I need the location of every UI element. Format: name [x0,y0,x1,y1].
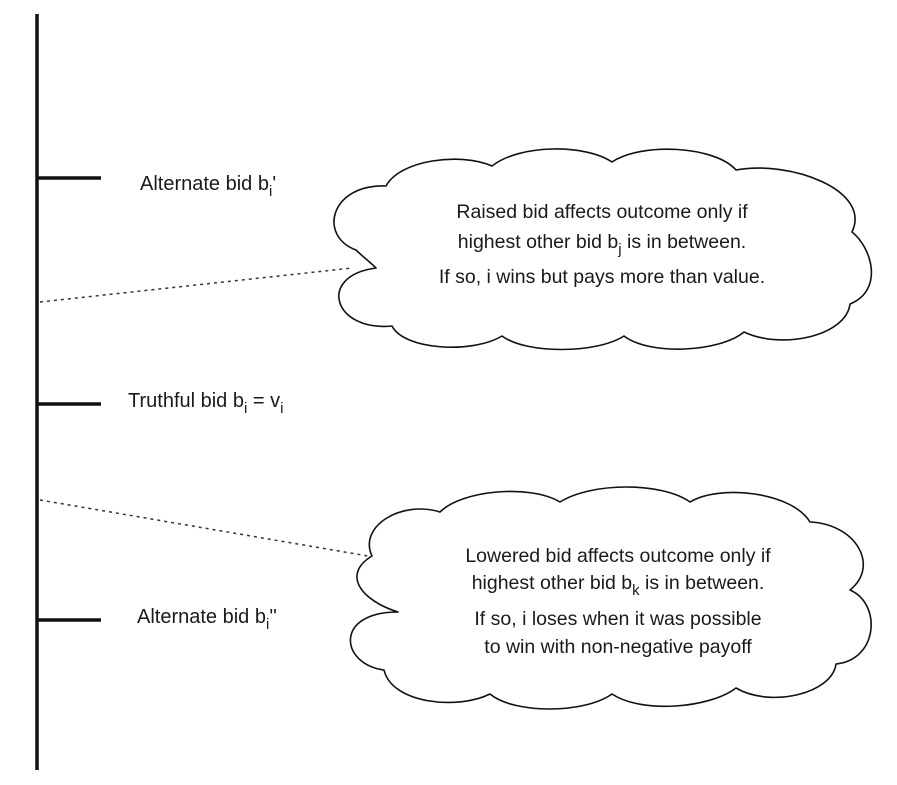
cloud-upper-line-1: Raised bid affects outcome only if [456,201,748,223]
dotted-connector-upper [39,267,353,303]
label-truthful-bid: Truthful bid bi = vi [128,390,283,417]
cloud-upper-line-3: If so, i wins but pays more than value. [439,266,765,288]
cloud-lower-line-4: to win with non-negative payoff [484,636,752,658]
cloud-lower-line-2: highest other bid bk is in between. [472,572,765,599]
label-alternate-bid-lower: Alternate bid bi'' [137,606,277,633]
cloud-lower-line-3: If so, i loses when it was possible [474,608,761,630]
label-alternate-bid-upper: Alternate bid bi' [140,173,276,200]
cloud-lower-line-1: Lowered bid affects outcome only if [465,545,771,567]
dotted-connector-lower [39,499,369,557]
cloud-lower [349,486,872,710]
cloud-upper-line-2: highest other bid bj is in between. [458,231,746,258]
cloud-upper [333,148,873,351]
